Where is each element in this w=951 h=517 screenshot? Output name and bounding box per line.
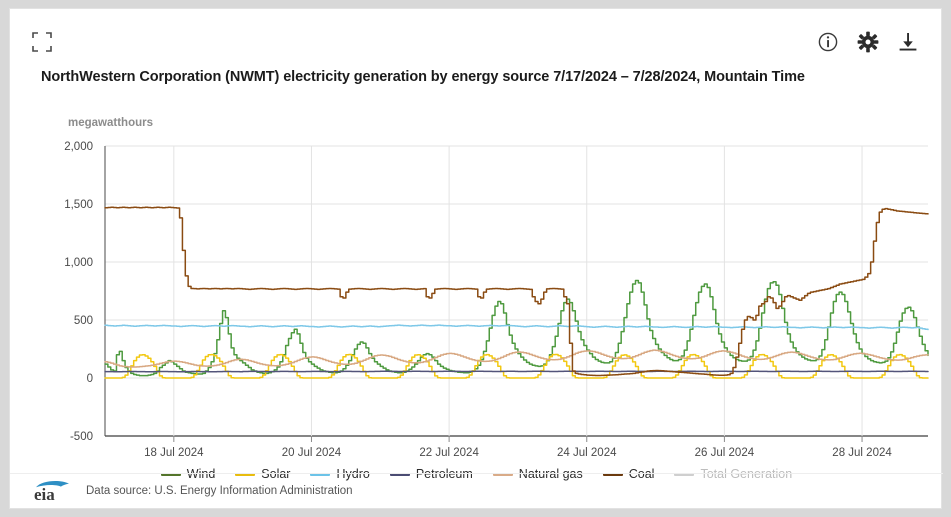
y-axis-tick-label: 2,000 bbox=[64, 141, 93, 153]
legend-swatch bbox=[602, 472, 623, 476]
info-icon[interactable] bbox=[817, 31, 839, 53]
legend-label: Coal bbox=[628, 467, 655, 481]
series-line-natural-gas bbox=[104, 349, 929, 368]
legend-label: Wind bbox=[186, 467, 216, 481]
legend-label: Petroleum bbox=[415, 467, 473, 481]
chart-toolbar bbox=[10, 9, 941, 65]
legend-swatch bbox=[674, 472, 695, 476]
series-line-hydro bbox=[104, 324, 929, 331]
y-axis-units-label: megawatthours bbox=[68, 117, 153, 129]
legend-swatch bbox=[389, 472, 410, 476]
series-line-wind bbox=[104, 279, 929, 377]
download-icon[interactable] bbox=[897, 31, 919, 53]
chart-plot-area: 2,000 1,500 1,000 500 0 -500 18 Jul 2024 20 Jul… bbox=[10, 137, 943, 457]
chart-legend: Wind Solar Hydro Petroleum Natural gas Coal To… bbox=[10, 467, 943, 481]
y-axis-tick-label: 500 bbox=[74, 315, 93, 327]
series-line-solar bbox=[104, 353, 929, 379]
chart-card: NorthWestern Corporation (NWMT) electric… bbox=[9, 8, 943, 509]
data-source-text: Data source: U.S. Energy Information Adm… bbox=[86, 485, 353, 497]
x-axis-tick-label: 24 Jul 2024 bbox=[557, 447, 617, 457]
x-axis-tick-label: 26 Jul 2024 bbox=[695, 447, 755, 457]
x-axis-tick-label: 28 Jul 2024 bbox=[832, 447, 892, 457]
legend-swatch bbox=[492, 472, 513, 476]
legend-item-petroleum[interactable]: Petroleum bbox=[389, 467, 473, 481]
legend-swatch bbox=[310, 472, 331, 476]
x-axis-tick-label: 22 Jul 2024 bbox=[419, 447, 479, 457]
y-axis-tick-label: 1,000 bbox=[64, 257, 93, 269]
eia-logo: eia bbox=[32, 479, 76, 504]
chart-title: NorthWestern Corporation (NWMT) electric… bbox=[41, 69, 805, 85]
gear-icon[interactable] bbox=[857, 31, 879, 53]
legend-swatch bbox=[235, 472, 256, 476]
legend-swatch bbox=[160, 472, 181, 476]
chart-footer: eia Data source: U.S. Energy Information… bbox=[10, 473, 943, 508]
x-axis-tick-label: 20 Jul 2024 bbox=[282, 447, 342, 457]
legend-label: Solar bbox=[261, 467, 291, 481]
legend-label: Total Generation bbox=[700, 467, 793, 481]
y-axis-tick-label: 1,500 bbox=[64, 199, 93, 211]
svg-text:eia: eia bbox=[34, 485, 55, 503]
legend-item-wind[interactable]: Wind bbox=[160, 467, 216, 481]
series-line-coal bbox=[104, 206, 929, 377]
legend-item-natural-gas[interactable]: Natural gas bbox=[492, 467, 583, 481]
legend-item-solar[interactable]: Solar bbox=[235, 467, 290, 481]
legend-label: Natural gas bbox=[518, 467, 583, 481]
legend-item-hydro[interactable]: Hydro bbox=[310, 467, 370, 481]
toolbar-actions bbox=[817, 31, 919, 53]
generation-line-chart: 2,000 1,500 1,000 500 0 -500 18 Jul 2024 20 Jul… bbox=[64, 141, 929, 457]
y-axis-tick-label: 0 bbox=[87, 373, 93, 385]
legend-item-coal[interactable]: Coal bbox=[602, 467, 655, 481]
y-axis-tick-label: -500 bbox=[70, 431, 93, 443]
expand-icon[interactable] bbox=[31, 31, 53, 53]
legend-label: Hydro bbox=[336, 467, 370, 481]
x-axis-tick-label: 18 Jul 2024 bbox=[144, 447, 204, 457]
legend-item-total-generation[interactable]: Total Generation bbox=[674, 467, 792, 481]
